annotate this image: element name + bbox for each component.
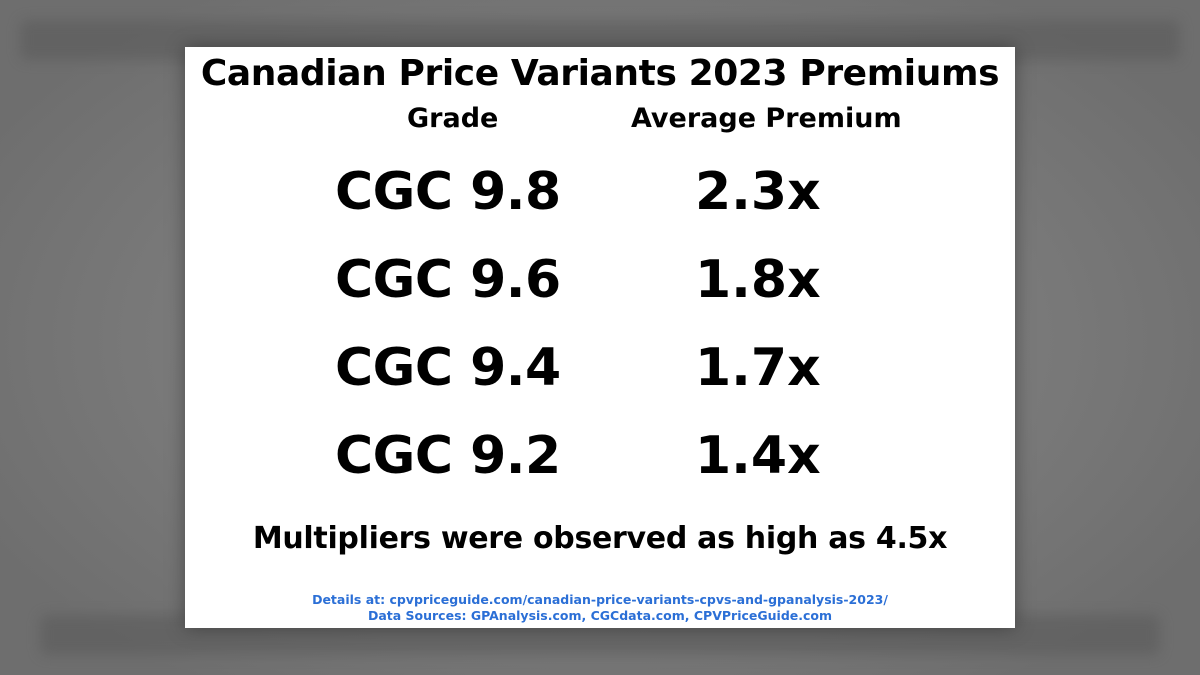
details-link[interactable]: Details at: cpvpriceguide.com/canadian-p…	[312, 592, 888, 607]
card-title: Canadian Price Variants 2023 Premiums	[200, 53, 1000, 94]
premium-column-header: Average Premium	[631, 103, 902, 134]
premium-cell: 2.3x	[695, 162, 821, 222]
premium-cell: 1.7x	[695, 338, 821, 398]
grade-cell: CGC 9.4	[335, 338, 561, 398]
grade-column-header: Grade	[407, 103, 499, 134]
premium-cell: 1.4x	[695, 426, 821, 486]
grade-cell: CGC 9.8	[335, 162, 561, 222]
table-row: CGC 9.4 1.7x	[185, 338, 1015, 426]
max-multiplier-note: Multipliers were observed as high as 4.5…	[252, 521, 948, 556]
source-details: Details at: cpvpriceguide.com/canadian-p…	[185, 592, 1015, 624]
grade-cell: CGC 9.6	[335, 250, 561, 310]
table-row: CGC 9.6 1.8x	[185, 250, 1015, 338]
premium-cell: 1.8x	[695, 250, 821, 310]
table-row: CGC 9.2 1.4x	[185, 426, 1015, 514]
table-row: CGC 9.8 2.3x	[185, 162, 1015, 250]
grade-cell: CGC 9.2	[335, 426, 561, 486]
premium-card: Canadian Price Variants 2023 Premiums Gr…	[185, 47, 1015, 628]
data-sources-text: Data Sources: GPAnalysis.com, CGCdata.co…	[367, 608, 833, 623]
